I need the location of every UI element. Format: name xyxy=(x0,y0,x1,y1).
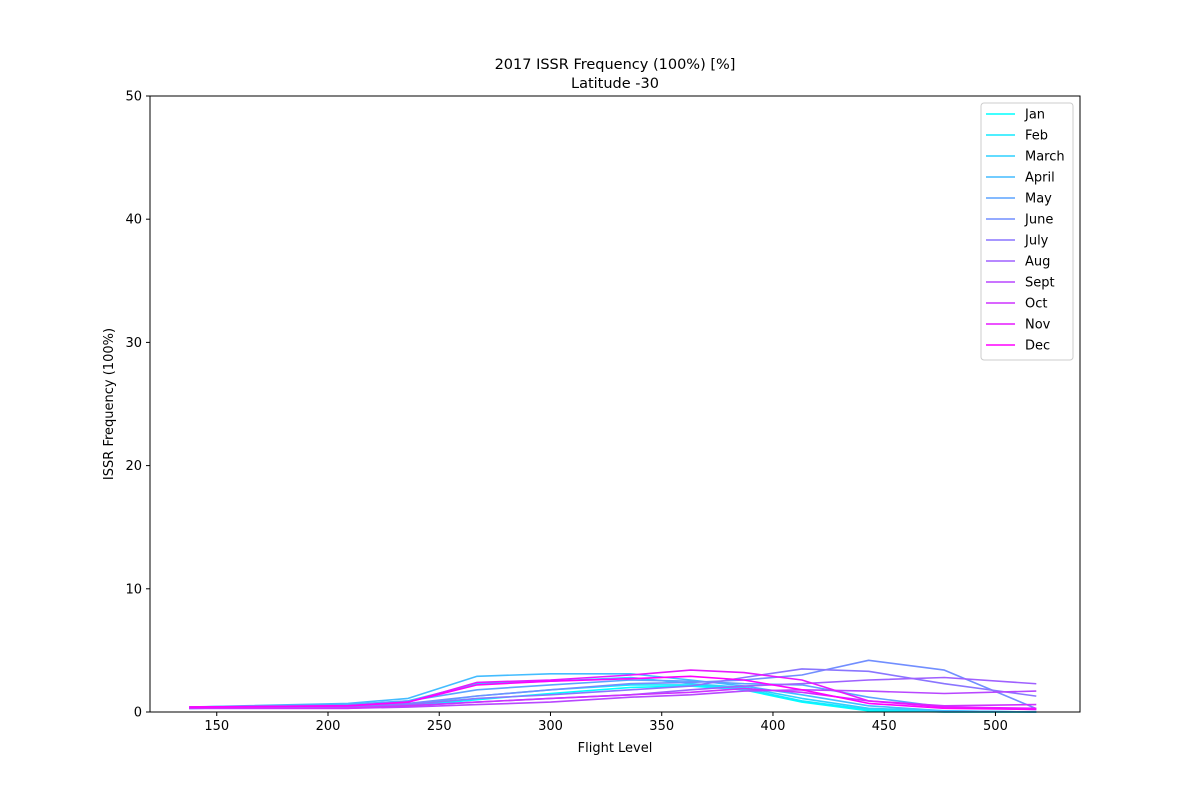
legend: Jan Feb March April May June July Aug Sept Oct Nov… xyxy=(980,102,1074,361)
legend-label-dec: Dec xyxy=(1025,339,1050,354)
y-tick-label: 0 xyxy=(134,706,142,721)
x-tick-label: 450 xyxy=(872,719,897,734)
x-tick-label: 500 xyxy=(983,719,1008,734)
legend-label-oct: Oct xyxy=(1025,297,1047,312)
y-tick-label: 20 xyxy=(125,459,142,474)
axis-ticks: 150 200 250 300 350 400 450 500 0 10 20 30 40 50 xyxy=(125,90,1007,735)
series-line-sept xyxy=(189,688,1037,710)
y-tick-label: 30 xyxy=(125,336,142,351)
axes-frame xyxy=(149,95,1081,713)
legend-label-sept: Sept xyxy=(1025,276,1055,291)
legend-label-nov: Nov xyxy=(1025,318,1051,333)
series-line-may xyxy=(189,679,1037,711)
legend-label-feb: Feb xyxy=(1025,129,1048,144)
series-line-june xyxy=(189,659,1037,710)
x-axis-label: Flight Level xyxy=(578,741,653,756)
legend-label-april: April xyxy=(1025,171,1055,186)
legend-label-march: March xyxy=(1025,150,1065,165)
chart-subtitle: Latitude -30 xyxy=(571,76,659,92)
plot-area xyxy=(149,95,1081,713)
legend-label-aug: Aug xyxy=(1025,255,1050,270)
x-tick-label: 400 xyxy=(761,719,786,734)
y-tick-label: 10 xyxy=(125,582,142,597)
x-tick-label: 350 xyxy=(649,719,674,734)
legend-label-may: May xyxy=(1025,192,1052,207)
series-line-july xyxy=(189,668,1037,710)
series-line-dec xyxy=(189,675,1037,711)
x-tick-label: 200 xyxy=(316,719,341,734)
legend-label-jan: Jan xyxy=(1024,108,1045,123)
legend-box xyxy=(980,102,1074,361)
y-tick-label: 50 xyxy=(125,90,142,105)
x-tick-label: 300 xyxy=(538,719,563,734)
chart-title: 2017 ISSR Frequency (100%) [%] xyxy=(495,57,736,73)
y-tick-label: 40 xyxy=(125,213,142,228)
legend-label-june: June xyxy=(1024,213,1053,228)
y-axis-label: ISSR Frequency (100%) xyxy=(102,328,117,480)
x-tick-label: 250 xyxy=(427,719,452,734)
legend-label-july: July xyxy=(1024,234,1049,249)
x-tick-label: 150 xyxy=(204,719,229,734)
